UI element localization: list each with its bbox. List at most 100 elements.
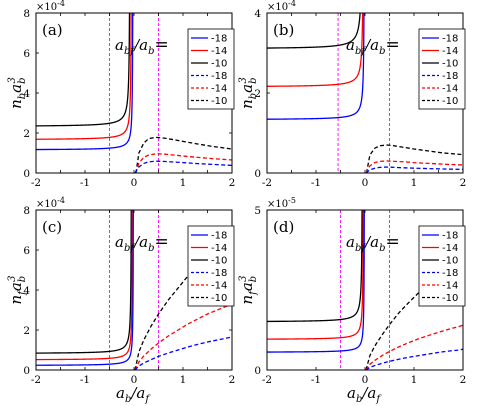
legend-entry-label: -10 (211, 96, 227, 107)
y-tick-label: 0 (23, 365, 30, 377)
legend-entry-label: -10 (211, 59, 227, 70)
series-dashed-black (135, 136, 232, 173)
legend-entry-label: -18 (211, 231, 227, 242)
legend-heading: abf/ab= (115, 232, 169, 254)
legend-entry-label: -10 (442, 59, 458, 70)
scale-factor: ×10-4 (267, 0, 296, 13)
legend-entry-label: -10 (442, 293, 458, 304)
legend-heading: abf/ab= (115, 35, 169, 57)
series-solid-blue (267, 210, 365, 353)
series-dashed-blue (365, 166, 463, 173)
legend-entry-label: -10 (211, 256, 227, 267)
panel-label: (b) (273, 21, 294, 39)
series-solid-black (36, 210, 132, 354)
legend: -18-14-10-18-14-10 (187, 225, 235, 307)
x-tick-label: 1 (411, 177, 418, 189)
y-tick-label: 4 (23, 88, 30, 100)
x-axis-label: ab/af (347, 384, 382, 405)
x-tick-label: 0 (131, 374, 138, 386)
x-tick-label: 0 (131, 177, 138, 189)
x-tick-label: 2 (229, 374, 236, 386)
legend-entry-label: -10 (442, 256, 458, 267)
legend: -18-14-10-18-14-10 (418, 225, 466, 307)
plot-area (267, 13, 463, 173)
y-tick-label: 5 (254, 205, 261, 217)
x-tick-label: -2 (262, 374, 272, 386)
series-solid-red (36, 13, 132, 140)
legend-entry-label: -18 (211, 34, 227, 45)
legend-entry-label: -14 (211, 243, 227, 254)
y-tick-label: 8 (23, 205, 30, 217)
y-axis-label: nbab3 (238, 77, 259, 109)
y-tick-label: 6 (23, 48, 30, 60)
legend-box (418, 28, 466, 110)
x-tick-label: 1 (411, 374, 418, 386)
panel-label: (d) (273, 218, 294, 236)
series-solid-blue (36, 13, 134, 151)
legend-entry-label: -10 (211, 293, 227, 304)
scale-factor: ×10-4 (36, 196, 65, 210)
scale-factor: ×10-4 (36, 0, 65, 13)
series-dashed-red (134, 153, 232, 173)
legend-entry-label: -14 (442, 281, 458, 292)
series-solid-red (36, 210, 133, 361)
legend-entry-label: -14 (211, 46, 227, 57)
y-tick-label: 0 (254, 365, 261, 377)
y-tick-label: 2 (23, 128, 30, 140)
plot-area (36, 13, 232, 173)
x-tick-label: 1 (180, 374, 187, 386)
x-tick-label: 2 (460, 374, 467, 386)
y-axis-label: nfab3 (238, 275, 259, 304)
legend-entry-label: -10 (442, 96, 458, 107)
x-tick-label: 0 (362, 374, 369, 386)
x-axis-label: ab/af (116, 384, 151, 405)
panel-label: (a) (42, 21, 63, 39)
legend-entry-label: -14 (442, 84, 458, 95)
x-tick-label: 2 (229, 177, 236, 189)
y-axis-label: nfab3 (7, 275, 28, 304)
legend: -18-14-10-18-14-10 (418, 28, 466, 110)
y-tick-label: 2 (23, 325, 30, 337)
legend-box (187, 225, 235, 307)
series-dashed-blue (134, 336, 232, 370)
x-tick-label: -2 (31, 177, 41, 189)
legend-entry-label: -14 (211, 84, 227, 95)
x-tick-label: -1 (311, 374, 321, 386)
legend-box (418, 225, 466, 307)
plot-area (36, 210, 232, 370)
series-dashed-red (365, 160, 463, 173)
panel-label: (c) (42, 218, 62, 236)
y-tick-label: 2 (254, 88, 261, 100)
x-tick-label: -1 (80, 177, 90, 189)
series-solid-black (267, 13, 361, 49)
series-solid-red (267, 13, 364, 87)
series-solid-red (267, 210, 364, 340)
scale-factor: ×10-5 (267, 196, 296, 210)
legend: -18-14-10-18-14-10 (187, 28, 235, 110)
x-tick-label: -2 (31, 374, 41, 386)
series-solid-blue (36, 210, 134, 366)
x-tick-label: 2 (460, 177, 467, 189)
legend-heading: abf/ab= (346, 232, 400, 254)
series-dashed-blue (134, 160, 232, 173)
legend-entry-label: -18 (442, 71, 458, 82)
series-solid-black (267, 210, 363, 323)
legend-entry-label: -14 (442, 46, 458, 57)
legend-entry-label: -18 (442, 268, 458, 279)
y-tick-label: 0 (254, 168, 261, 180)
y-tick-label: 0 (23, 168, 30, 180)
series-solid-black (36, 13, 131, 127)
series-dashed-black (365, 144, 463, 173)
legend-entry-label: -14 (211, 281, 227, 292)
legend-heading: abf/ab= (346, 35, 400, 57)
x-tick-label: -1 (80, 374, 90, 386)
series-dashed-blue (365, 348, 463, 370)
y-tick-label: 4 (254, 8, 261, 20)
y-tick-label: 8 (23, 8, 30, 20)
x-tick-label: 0 (362, 177, 369, 189)
